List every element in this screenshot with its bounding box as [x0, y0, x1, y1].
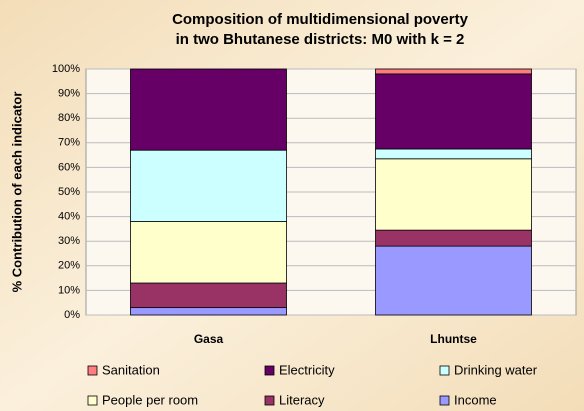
bar-segment	[130, 282, 287, 309]
y-tick-label: 0%	[64, 309, 80, 321]
y-tick-label: 30%	[58, 235, 80, 247]
y-tick-label: 20%	[58, 260, 80, 272]
bar-segment	[375, 68, 532, 75]
bar-segment	[375, 245, 532, 316]
x-tick-label: Lhuntse	[430, 332, 477, 346]
bar-segment	[375, 148, 532, 160]
x-tick-label: Gasa	[194, 332, 224, 346]
y-tick-label: 50%	[58, 186, 80, 198]
legend-swatch	[439, 395, 450, 406]
legend-swatch	[439, 365, 450, 376]
y-tick-label: 80%	[58, 112, 80, 124]
legend-swatch	[264, 365, 275, 376]
chart-title: Composition of multidimensional poverty	[172, 11, 469, 28]
bar-segment	[130, 68, 287, 151]
bar-segment	[375, 229, 532, 247]
bar-segment	[130, 307, 287, 316]
y-tick-label: 100%	[52, 63, 80, 75]
legend-label: Drinking water	[454, 362, 538, 377]
y-axis-label: % Contribution of each indicator	[9, 92, 24, 293]
bar-segment	[130, 221, 287, 284]
bar-segment	[375, 158, 532, 231]
legend-label: Sanitation	[102, 362, 160, 377]
y-tick-label: 70%	[58, 137, 80, 149]
y-tick-label: 60%	[58, 161, 80, 173]
y-tick-label: 40%	[58, 211, 80, 223]
legend-swatch	[87, 395, 98, 406]
bar-segment	[375, 73, 532, 150]
y-tick-label: 90%	[58, 88, 80, 100]
legend-swatch	[264, 395, 275, 406]
y-tick-label: 10%	[58, 284, 80, 296]
legend-label: Electricity	[279, 362, 335, 377]
legend-swatch	[87, 365, 98, 376]
chart-title: in two Bhutanese districts: M0 with k = …	[176, 31, 465, 48]
legend-label: Income	[454, 392, 497, 407]
legend-label: People per room	[102, 392, 198, 407]
legend-label: Literacy	[279, 392, 325, 407]
bar-segment	[130, 149, 287, 222]
